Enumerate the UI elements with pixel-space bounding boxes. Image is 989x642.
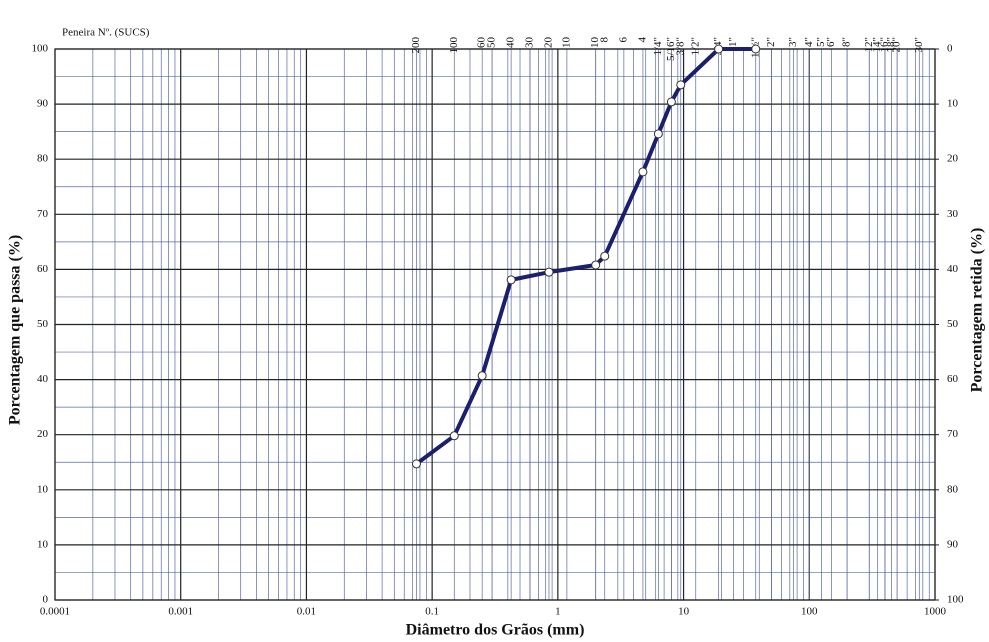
y-axis-title: Porcentagem que passa (%) [7,235,24,425]
sieve-label: 50 [486,37,498,49]
sieve-label: 30" [913,37,925,53]
y-tick-label: 40 [37,373,49,385]
y-tick-label: 0 [43,594,49,606]
sieve-label: 3" [787,37,799,47]
sieve-label: 1/2" [689,37,701,56]
x-tick-label: 0.001 [168,606,193,618]
y-tick-label: 50 [37,318,49,330]
data-point [411,459,421,469]
sieve-label: 18" [885,37,897,53]
sieve-label: 100 [448,37,460,54]
y2-tick-label: 60 [947,373,959,385]
data-point [676,80,686,90]
y2-axis-title: Porcentagem retida (%) [969,228,986,393]
data-point [506,275,516,285]
y-tick-label: 20 [37,428,49,440]
chart-title: Peneira Nº. (SUCS) [62,27,150,39]
y-tick-label: 90 [37,98,49,110]
data-point [666,97,676,107]
data-point [714,44,724,54]
x-tick-label: 100 [801,606,818,618]
sieve-label: 6 [617,37,629,43]
sieve-label: 10 [589,37,601,49]
sieve-label: 6" [825,37,837,47]
data-point [653,129,663,139]
data-point [751,44,761,54]
data-line [415,47,756,466]
sieve-label: 5" [815,37,827,47]
x-axis-title: Diâmetro dos Grãos (mm) [406,622,585,639]
data-point [449,431,459,441]
y-tick-label: 10 [37,538,49,550]
y-tick-label: 10 [37,483,49,495]
sieve-label: 30 [523,37,535,49]
y2-tick-label: 10 [947,98,959,110]
plot-frame [54,48,936,601]
sieve-label: 1/4" [652,37,664,56]
data-point [544,267,554,277]
y2-tick-label: 30 [947,208,959,220]
sieve-label: 10 [560,37,572,49]
y2-tick-label: 70 [947,428,959,440]
data-point [600,251,610,261]
y2-tick-label: 100 [947,594,964,606]
data-point [477,371,487,381]
y2-tick-label: 50 [947,318,959,330]
sieve-label: 8" [841,37,853,47]
sieve-label: 40 [505,37,517,49]
y2-tick-label: 40 [947,263,959,275]
y-tick-label: 70 [37,208,49,220]
x-tick-label: 10 [678,606,690,618]
x-tick-label: 0.0001 [40,606,70,618]
sieve-label: 20 [543,37,555,49]
x-tick-label: 1000 [924,606,947,618]
x-tick-label: 0.1 [425,606,439,618]
sieve-label: 60 [476,37,488,49]
data-point [591,260,601,270]
y2-tick-label: 90 [947,538,959,550]
y-tick-label: 80 [37,153,49,165]
y-tick-label: 100 [32,43,49,55]
sieve-label: 4 [636,37,648,43]
y2-tick-label: 20 [947,153,959,165]
sieve-label: 2" [765,37,777,47]
y2-tick-label: 0 [947,43,953,55]
sieve-label: 8 [598,37,610,43]
sieve-label: 4" [803,37,815,47]
x-tick-label: 1 [555,606,561,618]
x-tick-label: 0.01 [297,606,316,618]
sieve-label: 1" [727,37,739,47]
sieve-label: 3/8" [674,37,686,56]
sieve-label: 14" [871,37,883,53]
sieve-label: 200 [410,37,422,54]
y2-tick-label: 80 [947,483,959,495]
data-point [638,167,648,177]
y-tick-label: 60 [37,263,49,275]
